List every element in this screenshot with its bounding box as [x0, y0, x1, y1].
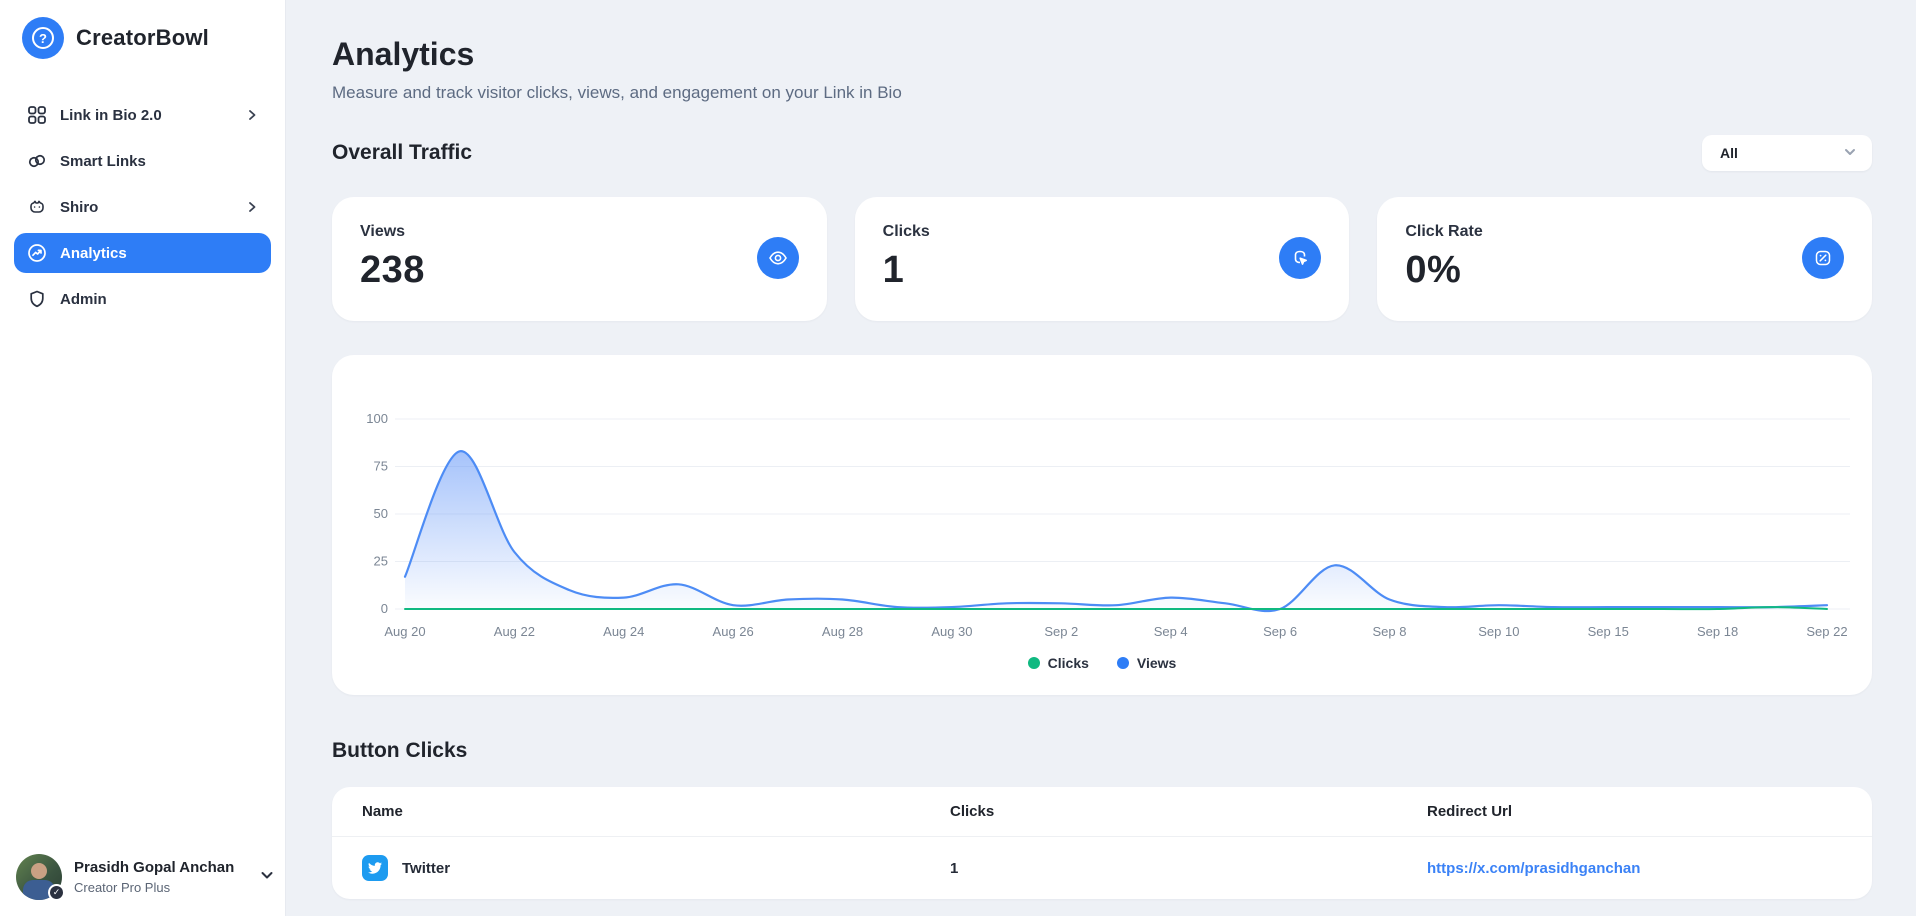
button-clicks-title: Button Clicks: [332, 739, 468, 762]
x-axis-label: Aug 28: [822, 624, 863, 639]
views-stat-card: Views 238: [332, 197, 827, 321]
clicks-value: 1: [882, 249, 905, 291]
twitter-icon: [362, 855, 388, 881]
grid-icon: [26, 104, 48, 126]
sidebar-item-link-in-bio[interactable]: Link in Bio 2.0: [14, 95, 271, 135]
main-content: Analytics Measure and track visitor clic…: [286, 0, 1916, 916]
clicks-dot-icon: [1027, 657, 1040, 669]
sidebar-item-admin[interactable]: Admin: [14, 279, 271, 319]
x-axis-label: Sep 18: [1697, 624, 1738, 639]
legend-clicks[interactable]: Clicks: [1027, 655, 1089, 671]
sidebar-item-analytics[interactable]: Analytics: [14, 233, 271, 273]
views-area: [405, 451, 1827, 612]
sidebar-item-label: Shiro: [60, 198, 99, 216]
eye-icon: [756, 237, 799, 279]
avatar: ✓: [16, 854, 65, 901]
x-axis-label: Sep 8: [1372, 624, 1406, 639]
percent-icon: [1802, 237, 1845, 279]
sidebar-nav: Link in Bio 2.0 Smart Links Shiro: [0, 95, 285, 319]
clicks-label: Clicks: [882, 223, 930, 240]
clicks-line: [404, 606, 1828, 611]
user-plan: Creator Pro Plus: [74, 880, 171, 895]
y-axis-label: 75: [374, 459, 388, 474]
shiro-icon: [26, 196, 48, 218]
chevron-right-icon: [245, 200, 259, 214]
chevron-down-icon: [1842, 144, 1858, 163]
shield-icon: [26, 288, 48, 310]
row-clicks: 1: [950, 859, 959, 877]
x-axis-label: Aug 24: [603, 624, 644, 639]
y-axis-label: 25: [374, 554, 388, 569]
app-logo[interactable]: ? CreatorBowl: [0, 0, 285, 59]
traffic-chart-card: 0 25 50 75 100 Aug 20 Aug 22 Aug 24 Aug 26 Aug 28…: [332, 355, 1872, 695]
column-header-redirect-url: Redirect Url: [1427, 803, 1513, 820]
link-icon: [26, 150, 48, 172]
sidebar-item-label: Link in Bio 2.0: [60, 106, 162, 124]
page-title: Analytics: [332, 36, 475, 72]
table-row: Twitter 1 https://x.com/prasidhganchan: [332, 837, 1872, 899]
sidebar-item-shiro[interactable]: Shiro: [14, 187, 271, 227]
user-name: Prasidh Gopal Anchan: [74, 859, 235, 876]
column-header-name: Name: [362, 803, 403, 820]
y-axis-label: 0: [381, 601, 388, 616]
x-axis-label: Aug 26: [713, 624, 754, 639]
column-header-clicks: Clicks: [950, 803, 995, 820]
traffic-filter-value: All: [1720, 145, 1738, 161]
row-name: Twitter: [402, 859, 451, 877]
analytics-icon: [26, 242, 48, 264]
user-profile[interactable]: ✓ Prasidh Gopal Anchan Creator Pro Plus: [16, 854, 275, 901]
x-axis-label: Sep 10: [1478, 624, 1519, 639]
y-axis-label: 100: [366, 411, 388, 426]
x-axis-label: Aug 20: [384, 624, 425, 639]
sidebar-item-smart-links[interactable]: Smart Links: [14, 141, 271, 181]
click-rate-label: Click Rate: [1405, 223, 1483, 240]
chart-legend: Clicks Views: [332, 655, 1872, 671]
traffic-filter-dropdown[interactable]: All: [1702, 135, 1872, 171]
y-axis-label: 50: [374, 506, 388, 521]
stats-row: Views 238 Clicks 1 Click Rate 0%: [332, 197, 1873, 321]
chevron-right-icon: [245, 108, 259, 122]
clicks-stat-card: Clicks 1: [854, 197, 1350, 321]
overall-traffic-header: Overall Traffic All: [332, 135, 1872, 171]
chevron-down-icon[interactable]: [259, 867, 275, 888]
page-subtitle: Measure and track visitor clicks, views,…: [332, 83, 902, 102]
button-clicks-table: Name Clicks Redirect Url Twitter 1 https…: [332, 787, 1872, 899]
views-label: Views: [360, 223, 406, 240]
views-line: [403, 450, 1829, 613]
views-dot-icon: [1116, 657, 1129, 669]
x-axis-label: Sep 22: [1806, 624, 1847, 639]
sidebar-item-label: Analytics: [60, 244, 127, 262]
redirect-url-link[interactable]: https://x.com/prasidhganchan: [1427, 859, 1641, 877]
sidebar-item-label: Smart Links: [60, 152, 146, 170]
click-rate-value: 0%: [1405, 249, 1462, 291]
legend-views[interactable]: Views: [1116, 655, 1176, 671]
x-axis-label: Sep 4: [1154, 624, 1188, 639]
x-axis-label: Sep 2: [1044, 624, 1078, 639]
table-header-row: Name Clicks Redirect Url: [332, 787, 1872, 837]
click-rate-stat-card: Click Rate 0%: [1377, 197, 1873, 321]
x-axis-label: Aug 30: [931, 624, 972, 639]
x-axis-label: Sep 6: [1263, 624, 1297, 639]
click-icon: [1279, 237, 1322, 279]
creatorbowl-logo-icon: ?: [22, 17, 64, 59]
x-axis-label: Sep 15: [1588, 624, 1629, 639]
sidebar-item-label: Admin: [60, 290, 107, 308]
app-name: CreatorBowl: [76, 25, 209, 50]
traffic-chart: 0 25 50 75 100 Aug 20 Aug 22 Aug 24 Aug 26 Aug 28…: [366, 411, 1850, 639]
overall-traffic-title: Overall Traffic: [332, 141, 473, 164]
verified-badge-icon: ✓: [48, 884, 65, 901]
sidebar: ? CreatorBowl Link in Bio 2.0 Smart Link…: [0, 0, 286, 916]
x-axis-label: Aug 22: [494, 624, 535, 639]
views-value: 238: [360, 249, 425, 291]
